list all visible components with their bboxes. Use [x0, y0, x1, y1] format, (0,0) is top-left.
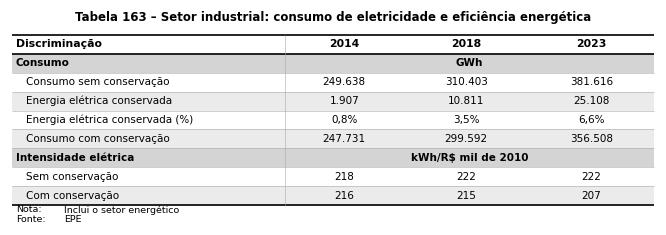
Text: 247.731: 247.731	[322, 134, 366, 144]
Text: Tabela 163 – Setor industrial: consumo de eletricidade e eficiência energética: Tabela 163 – Setor industrial: consumo d…	[75, 11, 591, 24]
Text: 222: 222	[581, 172, 601, 182]
Bar	[12, 148, 654, 167]
Text: Energia elétrica conservada (%): Energia elétrica conservada (%)	[26, 115, 193, 125]
Bar	[12, 73, 654, 92]
Text: 381.616: 381.616	[570, 77, 613, 87]
Bar	[12, 92, 654, 110]
Text: 310.403: 310.403	[445, 77, 488, 87]
Text: Fonte:: Fonte:	[16, 215, 46, 224]
Text: 1.907: 1.907	[330, 96, 359, 106]
Text: Com conservação: Com conservação	[26, 191, 119, 200]
Text: Consumo sem conservação: Consumo sem conservação	[26, 77, 170, 87]
Text: Sem conservação: Sem conservação	[26, 172, 119, 182]
Text: 299.592: 299.592	[445, 134, 488, 144]
Text: Energia elétrica conservada: Energia elétrica conservada	[26, 96, 172, 106]
Text: kWh/R$ mil de 2010: kWh/R$ mil de 2010	[411, 153, 528, 163]
Text: 0,8%: 0,8%	[331, 115, 358, 125]
Bar	[12, 167, 654, 186]
Text: 10.811: 10.811	[448, 96, 484, 106]
Text: GWh: GWh	[456, 58, 483, 68]
Text: 25.108: 25.108	[573, 96, 609, 106]
Text: 249.638: 249.638	[322, 77, 366, 87]
Text: 356.508: 356.508	[570, 134, 613, 144]
Text: Consumo: Consumo	[16, 58, 70, 68]
Bar	[12, 110, 654, 129]
Text: 2014: 2014	[329, 39, 360, 49]
Text: Intensidade elétrica: Intensidade elétrica	[16, 153, 135, 163]
Bar	[12, 129, 654, 148]
Text: 218: 218	[334, 172, 354, 182]
Text: Consumo com conservação: Consumo com conservação	[26, 134, 170, 144]
Text: Inclui o setor energético: Inclui o setor energético	[64, 205, 179, 215]
Bar	[12, 35, 654, 54]
Text: EPE: EPE	[64, 215, 81, 224]
Text: Nota:: Nota:	[16, 205, 41, 215]
Text: 6,6%: 6,6%	[578, 115, 605, 125]
Text: 3,5%: 3,5%	[453, 115, 480, 125]
Text: 2018: 2018	[451, 39, 482, 49]
Text: 2023: 2023	[576, 39, 607, 49]
Text: 222: 222	[456, 172, 476, 182]
Text: 215: 215	[456, 191, 476, 200]
Text: Discriminação: Discriminação	[16, 39, 102, 49]
Text: 207: 207	[581, 191, 601, 200]
Text: 216: 216	[334, 191, 354, 200]
Bar	[12, 186, 654, 205]
Bar	[12, 54, 654, 73]
